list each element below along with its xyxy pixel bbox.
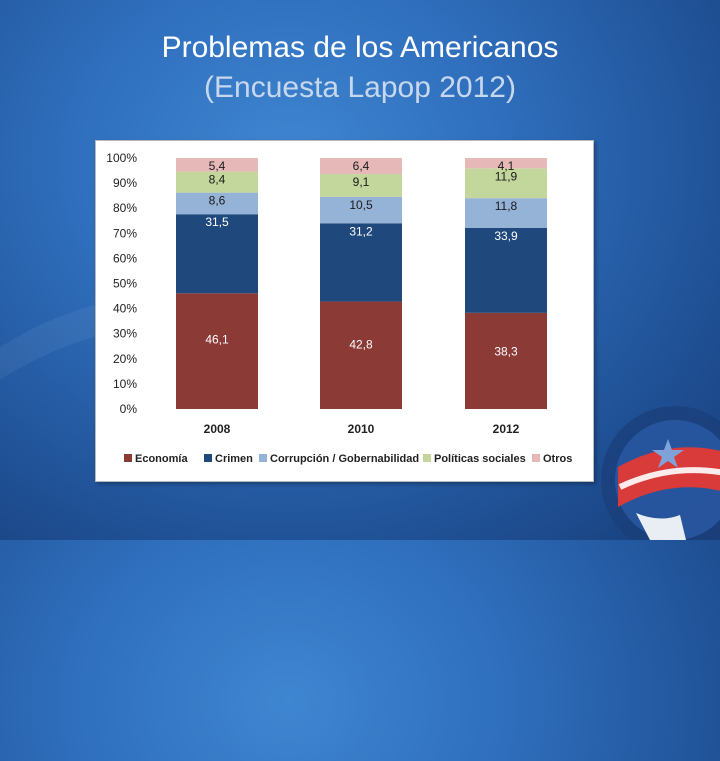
legend-swatch-1 [204, 454, 212, 462]
y-tick-label: 100% [106, 151, 137, 165]
legend-label-4: Otros [543, 453, 572, 465]
x-tick-label-2008: 2008 [204, 422, 231, 436]
y-tick-label: 0% [120, 402, 138, 416]
data-label: 5,4 [209, 159, 226, 173]
title-line-1: Problemas de los Americanos [161, 31, 559, 64]
bar-segment-2010-4 [320, 158, 402, 175]
bar-segment-2012-1 [465, 227, 547, 313]
legend-swatch-4 [532, 454, 540, 462]
bar-segment-2010-2 [320, 196, 402, 224]
bar-segment-2010-3 [320, 174, 402, 197]
y-tick-label: 30% [113, 327, 137, 341]
data-label: 11,9 [495, 169, 518, 183]
legend-swatch-3 [423, 454, 431, 462]
x-tick-label-2010: 2010 [348, 422, 375, 436]
x-tick-label-2012: 2012 [493, 422, 520, 436]
title-line-2: (Encuesta Lapop 2012) [204, 71, 516, 104]
data-label: 4,1 [498, 159, 515, 173]
legend-label-1: Crimen [215, 453, 253, 465]
bar-segment-2008-2 [176, 192, 258, 215]
legend-label-3: Políticas sociales [434, 453, 526, 465]
y-tick-label: 90% [113, 176, 137, 190]
data-label: 8,6 [209, 194, 226, 208]
y-tick-label: 50% [113, 277, 137, 291]
chart-container: 0% 10% 20% 30% 40% 50% 60% 70% 80% 90% 100% 46,1 31,… [95, 140, 594, 482]
bar-segment-2008-4 [176, 158, 258, 172]
bar-segment-2010-0 [320, 301, 402, 409]
bar-segment-2012-3 [465, 168, 547, 199]
bar-segment-2008-0 [176, 293, 258, 409]
legend-label-0: Economía [135, 453, 188, 465]
bar-segment-2012-2 [465, 198, 547, 228]
data-label: 38,3 [494, 344, 518, 358]
data-label: 6,4 [353, 159, 370, 173]
bar-segment-2012-4 [465, 158, 547, 169]
slide-title: Problemas de los Americanos (Encuesta La… [0, 28, 720, 108]
bar-segment-2010-1 [320, 223, 402, 302]
data-label: 42,8 [349, 338, 373, 352]
data-label: 33,9 [494, 229, 518, 243]
bar-segment-2008-3 [176, 171, 258, 193]
legend-label-2: Corrupción / Gobernabilidad [270, 453, 419, 465]
data-label: 8,4 [209, 173, 226, 187]
legend-swatch-0 [124, 454, 132, 462]
data-label: 31,2 [349, 224, 373, 238]
data-label: 9,1 [353, 175, 370, 189]
y-tick-label: 40% [113, 302, 137, 316]
bar-segment-2008-1 [176, 214, 258, 294]
data-label: 11,8 [495, 199, 518, 213]
y-tick-label: 20% [113, 352, 137, 366]
bar-segment-2012-0 [465, 312, 547, 409]
y-tick-label: 60% [113, 251, 137, 265]
stacked-bar-chart: 0% 10% 20% 30% 40% 50% 60% 70% 80% 90% 100% 46,1 31,… [106, 151, 572, 465]
flag-globe-logo-icon [601, 406, 720, 540]
data-label: 31,5 [205, 215, 229, 229]
y-tick-label: 70% [113, 226, 137, 240]
data-label: 10,5 [349, 198, 373, 212]
y-tick-label: 10% [113, 377, 137, 391]
y-tick-label: 80% [113, 201, 137, 215]
legend-swatch-2 [259, 454, 267, 462]
data-label: 46,1 [205, 333, 229, 347]
